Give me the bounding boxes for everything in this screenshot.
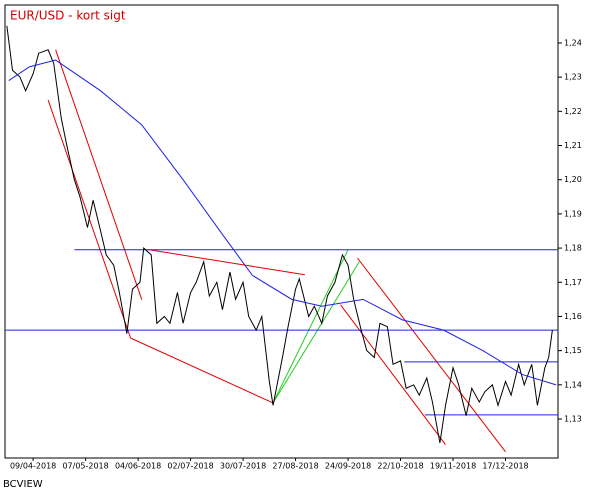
trend-line: [272, 261, 360, 404]
x-tick-label: 02/07-2018: [167, 462, 213, 471]
y-tick-label: 1,18: [564, 244, 582, 253]
x-tick-label: 07/05-2018: [62, 462, 108, 471]
y-tick-label: 1,15: [564, 346, 582, 355]
y-tick-label: 1,21: [564, 141, 582, 150]
footer: BCVIEW: [3, 479, 43, 490]
x-tick-label: 30/07-2018: [220, 462, 266, 471]
y-tick-label: 1,16: [564, 312, 582, 321]
chart-title: EUR/USD - kort sigt: [10, 9, 126, 23]
trend-line: [357, 257, 506, 453]
trend-line: [149, 249, 306, 276]
y-tick-label: 1,22: [564, 107, 582, 116]
x-tick-label: 24/09-2018: [325, 462, 371, 471]
x-tick-label: 22/10-2018: [377, 462, 423, 471]
y-tick-label: 1,13: [564, 415, 582, 424]
price-line: [8, 59, 557, 386]
y-tick-label: 1,23: [564, 73, 582, 82]
trend-line: [55, 49, 143, 300]
x-tick-label: 04/06-2018: [115, 462, 161, 471]
x-tick-label: 09/04-2018: [10, 462, 56, 471]
y-tick-label: 1,24: [564, 38, 582, 47]
x-tick-label: 17/12-2018: [482, 462, 528, 471]
y-tick-label: 1,14: [564, 380, 582, 389]
y-tick-label: 1,19: [564, 209, 582, 218]
plot-frame: [4, 4, 559, 459]
trend-line: [340, 304, 446, 445]
trend-line: [272, 249, 349, 404]
price-line: [6, 25, 553, 444]
y-tick-label: 1,17: [564, 278, 582, 287]
x-tick-label: 27/08-2018: [272, 462, 318, 471]
x-tick-label: 19/11-2018: [430, 462, 476, 471]
y-tick-label: 1,20: [564, 175, 582, 184]
trend-line: [130, 337, 274, 404]
